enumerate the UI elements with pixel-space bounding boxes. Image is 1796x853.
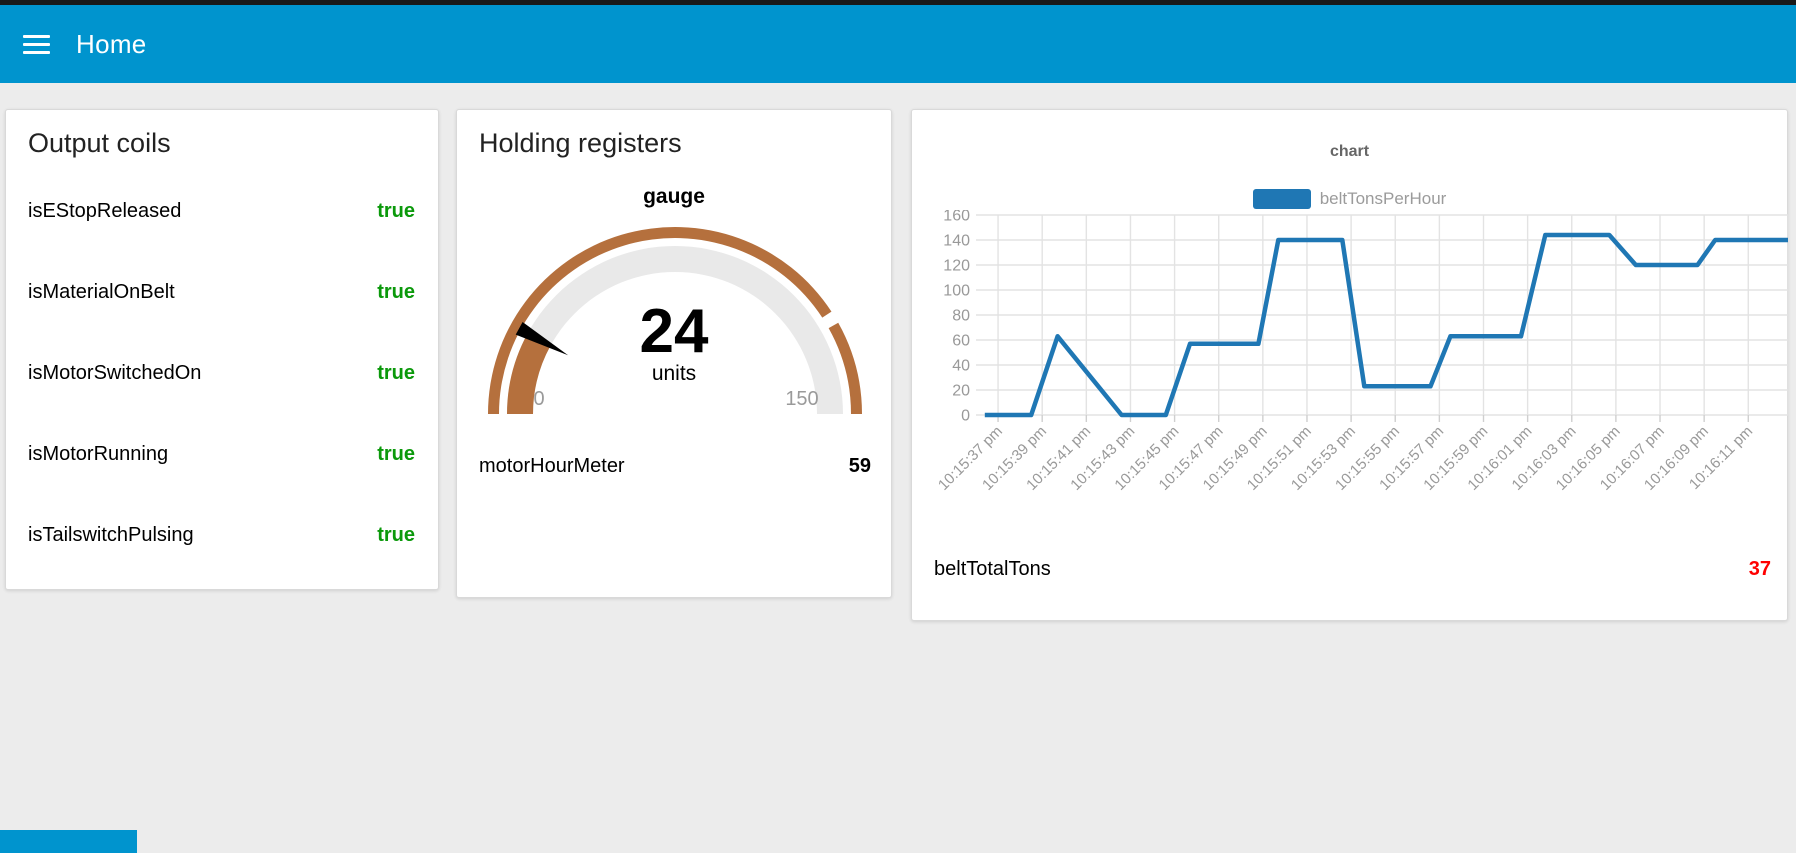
table-row: isTailswitchPulsing true bbox=[6, 495, 438, 576]
svg-text:100: 100 bbox=[943, 283, 970, 300]
output-coils-list: isEStopReleased true isMaterialOnBelt tr… bbox=[6, 171, 438, 576]
svg-text:160: 160 bbox=[943, 210, 970, 225]
coil-label: isTailswitchPulsing bbox=[28, 524, 194, 546]
chart-footer-value: 37 bbox=[1748, 557, 1771, 580]
gauge-min-label: 0 bbox=[533, 388, 545, 410]
coil-label: isEStopReleased bbox=[28, 200, 182, 222]
coil-label: isMotorSwitchedOn bbox=[28, 362, 202, 384]
page-title: Home bbox=[76, 28, 147, 59]
svg-text:20: 20 bbox=[952, 383, 970, 400]
table-row: motorHourMeter 59 bbox=[457, 446, 891, 486]
gauge-value: 24 bbox=[639, 297, 709, 366]
svg-text:80: 80 bbox=[952, 308, 970, 325]
svg-text:40: 40 bbox=[952, 358, 970, 375]
gauge-widget bbox=[488, 227, 862, 414]
coil-label: isMaterialOnBelt bbox=[28, 281, 175, 303]
legend-label[interactable]: beltTonsPerHour bbox=[1319, 189, 1447, 208]
svg-text:60: 60 bbox=[952, 333, 970, 350]
svg-text:140: 140 bbox=[943, 233, 970, 250]
legend-swatch[interactable] bbox=[1252, 189, 1311, 209]
gauge-max-label: 150 bbox=[785, 388, 819, 410]
hamburger-icon bbox=[22, 34, 50, 38]
window-top-strip bbox=[0, 0, 1796, 5]
dashboard-main: Output coils isEStopReleased true isMate… bbox=[0, 83, 1796, 853]
register-label: motorHourMeter bbox=[479, 454, 625, 477]
table-row: isMotorRunning true bbox=[6, 414, 438, 495]
output-coils-card: Output coils isEStopReleased true isMate… bbox=[5, 109, 439, 590]
coil-value: true bbox=[377, 443, 415, 465]
card-title: Holding registers bbox=[479, 128, 682, 158]
coil-value: true bbox=[377, 524, 415, 546]
register-value: 59 bbox=[848, 454, 871, 477]
gauge-title: gauge bbox=[643, 185, 705, 208]
coil-value: true bbox=[377, 362, 415, 384]
coil-value: true bbox=[377, 200, 415, 222]
table-row: isEStopReleased true bbox=[6, 171, 438, 252]
table-row: isMotorSwitchedOn true bbox=[6, 333, 438, 414]
chart-title: chart bbox=[1329, 143, 1370, 160]
chart-legend[interactable]: beltTonsPerHour bbox=[912, 188, 1787, 210]
menu-button[interactable] bbox=[8, 16, 64, 72]
gauge-units: units bbox=[651, 362, 697, 385]
table-row: beltTotalTons 37 bbox=[912, 554, 1787, 584]
card-title: Output coils bbox=[28, 128, 171, 158]
svg-text:120: 120 bbox=[943, 258, 970, 275]
table-row: isMaterialOnBelt true bbox=[6, 252, 438, 333]
coil-value: true bbox=[377, 281, 415, 303]
holding-registers-card: Holding registers gauge 24 units 0 150 m… bbox=[456, 109, 892, 598]
app-header: Home bbox=[0, 5, 1796, 83]
chart-card: chart beltTonsPerHour 0 20 40 60 80 100 120 140… bbox=[911, 109, 1789, 621]
chart-footer-label: beltTotalTons bbox=[934, 557, 1051, 580]
coil-label: isMotorRunning bbox=[28, 443, 169, 465]
svg-text:0: 0 bbox=[961, 408, 970, 425]
bottom-widget-strip bbox=[0, 830, 137, 853]
